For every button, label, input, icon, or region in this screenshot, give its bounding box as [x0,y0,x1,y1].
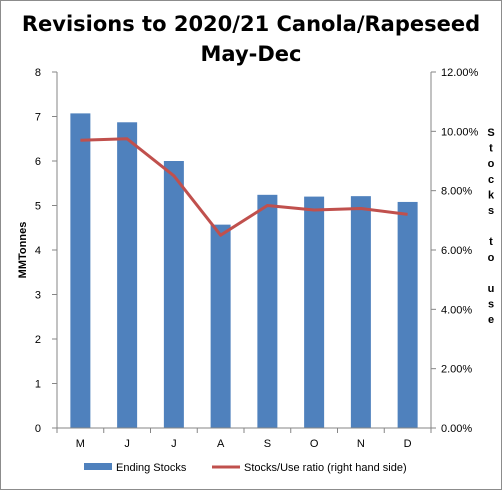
x-tick-label: J [124,438,130,450]
left-tick-label: 4 [35,245,41,257]
right-tick-label: 6.00% [441,245,472,257]
x-tick-label: J [171,438,177,450]
x-tick-label: D [404,438,412,450]
x-tick-label: A [217,438,225,450]
right-tick-label: 12.00% [441,67,479,79]
y2-axis-title-char: k [488,189,495,201]
legend-swatch-ending-stocks [84,463,112,470]
bar-8 [397,201,418,428]
right-tick-label: 4.00% [441,304,472,316]
bar-3 [163,161,184,428]
y2-axis-title-char: S [487,127,494,139]
bar-1 [70,113,91,428]
bar-7 [350,196,371,428]
y-axis-title: MMTonnes [17,222,29,279]
left-tick-label: 1 [35,379,41,391]
axes [52,71,436,433]
left-tick-label: 0 [35,423,41,435]
left-tick-label: 3 [35,290,41,302]
legend-label-ending-stocks: Ending Stocks [116,462,187,474]
bar-2 [117,122,138,428]
legend-label-stocks-use: Stocks/Use ratio (right hand side) [244,462,407,474]
bar-6 [304,196,325,428]
x-tick-label: O [310,438,319,450]
y2-axis-title-char: c [488,174,494,186]
right-tick-label: 8.00% [441,186,472,198]
y2-axis-title-char: s [488,299,494,311]
chart-title-line-2: May-Dec [200,42,302,66]
x-tick-label: M [76,438,85,450]
y2-axis-title-char: u [488,283,495,295]
right-tick-label: 0.00% [441,423,472,435]
left-tick-label: 6 [35,156,41,168]
y2-axis-title-char: e [488,314,494,326]
chart-title-line-1: Revisions to 2020/21 Canola/Rapeseed [21,12,481,36]
line-series [80,137,408,237]
left-tick-label: 7 [35,112,41,124]
x-tick-label: S [264,438,271,450]
y2-axis-title-char: t [489,143,493,155]
bar-5 [257,194,278,428]
left-tick-label: 5 [35,201,41,213]
x-tick-label: N [357,438,365,450]
legend: Ending Stocks Stocks/Use ratio (right han… [84,462,407,474]
right-tick-label: 2.00% [441,364,472,376]
bar-series [70,113,418,428]
axis-labels: 0 1 2 3 4 5 6 7 8 0.00% 2.00% 4.00% 6.00% 8.00% 10.00%… [17,67,495,450]
left-tick-label: 8 [35,67,41,79]
stocks-use-line [80,137,408,237]
left-tick-label: 2 [35,334,41,346]
y2-axis-title-char: t [489,236,493,248]
y2-axis-title-char: s [488,205,494,217]
bar-4 [210,224,231,428]
right-tick-label: 10.00% [441,126,479,138]
y2-axis-title-char: o [488,158,495,170]
y2-axis-title-char: o [488,252,495,264]
